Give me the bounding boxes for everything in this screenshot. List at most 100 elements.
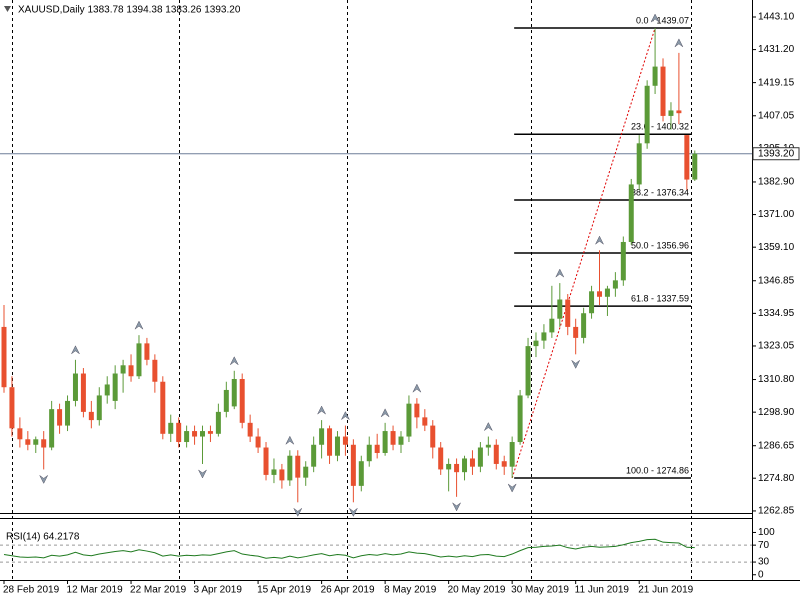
x-tick-label: 22 Mar 2019 [130, 585, 187, 596]
candle-body [104, 384, 110, 396]
candle-body [636, 143, 642, 185]
candle-body [239, 378, 245, 423]
fractal-down [198, 469, 207, 479]
fib-level-label: 61.8 - 1337.59 [631, 294, 689, 304]
candle-body [223, 389, 229, 412]
candle-body [676, 110, 682, 114]
candle-body [334, 436, 340, 456]
fractal-up [230, 356, 239, 365]
fib-level-label: 50.0 - 1356.96 [631, 240, 689, 250]
x-tick-label: 8 May 2019 [384, 585, 437, 596]
candle-body [517, 395, 523, 443]
y-tick-label: 1274.80 [758, 473, 795, 484]
candle-body [255, 436, 261, 448]
candle-body [692, 153, 698, 180]
fib-level-label: 38.2 - 1376.34 [631, 187, 689, 197]
candle-body [620, 241, 626, 281]
y-tick-label: 1334.95 [758, 308, 795, 319]
candle-body [366, 444, 372, 462]
candle-body [485, 444, 491, 448]
fractal-down [571, 360, 580, 369]
candle-body [390, 431, 396, 445]
candle-body [80, 373, 86, 412]
candle-body [573, 326, 579, 338]
fractal-up [555, 268, 565, 278]
fractal-down [293, 508, 303, 517]
candle-body [57, 409, 63, 426]
y-tick-label: 0 [758, 569, 764, 580]
candle-body [200, 431, 205, 437]
candle-body [644, 85, 650, 144]
candle-body [247, 422, 253, 437]
candle-body [597, 291, 602, 297]
x-tick-label: 20 May 2019 [448, 585, 506, 596]
candle-body [25, 439, 31, 445]
y-tick-label: 1359.10 [758, 242, 795, 253]
x-tick-label: 28 Feb 2019 [3, 585, 60, 596]
fractal-down [39, 475, 48, 484]
fractal-down [452, 502, 461, 512]
fib-level-label: 100.0 - 1274.86 [626, 465, 689, 475]
candle-body [287, 455, 293, 481]
y-tick-label: 1262.85 [758, 506, 795, 517]
period-separators [12, 0, 692, 580]
candle-body [398, 436, 404, 445]
candle-body [668, 110, 674, 116]
candle-body [136, 343, 142, 377]
fractal-up [341, 411, 350, 420]
x-tick-label: 11 Jun 2019 [575, 585, 630, 596]
candle-body [406, 403, 412, 437]
candle-body [112, 373, 118, 401]
candle-body [327, 428, 333, 456]
x-tick-label: 21 Jun 2019 [638, 585, 693, 596]
candle-body [128, 365, 134, 377]
candle-body [628, 184, 634, 242]
candle-body [604, 288, 610, 297]
frame [0, 0, 800, 581]
candle-body [144, 343, 150, 360]
candle-body [509, 442, 515, 467]
candle-body [192, 431, 198, 437]
candle-body [120, 365, 126, 374]
candle-body [41, 439, 47, 448]
y-tick-label: 1407.05 [758, 110, 795, 121]
candle-body [231, 378, 237, 407]
candle-body [303, 466, 309, 478]
candle-body [422, 417, 428, 426]
y-tick-label: 30 [758, 557, 770, 568]
candle-body [469, 458, 475, 467]
fractal-up [595, 235, 604, 245]
candle-body [374, 444, 380, 453]
current-price-label: 1393.20 [758, 148, 795, 159]
candle-body [168, 422, 174, 434]
candle-body [350, 444, 356, 486]
candle-body [263, 447, 269, 475]
candle-body [176, 422, 182, 443]
candle-body [501, 461, 507, 467]
candle-body [33, 439, 39, 445]
fib-level-label: 0.0 - 1439.07 [636, 15, 689, 25]
candle-body [565, 299, 571, 327]
indicator-title: RSI(14) 64.2178 [6, 532, 80, 543]
candle-body [342, 436, 348, 445]
candle-body [533, 340, 539, 347]
y-tick-label: 1346.85 [758, 275, 795, 286]
candle-body [17, 428, 23, 440]
chart-legend: XAUUSD,Daily 1383.78 1394.38 1383.26 139… [18, 5, 241, 16]
fractal-down [507, 483, 517, 493]
candle-body [295, 455, 301, 478]
candle-body [215, 411, 221, 434]
rsi-line [3, 538, 695, 559]
candle-body [652, 66, 658, 86]
candle-body [358, 461, 364, 486]
candle-body [612, 280, 618, 289]
candle-body [96, 395, 102, 421]
candle-body [271, 469, 277, 475]
current-price-box [752, 147, 800, 161]
y-tick-label: 1443.10 [758, 12, 795, 23]
fractal-up [317, 405, 326, 415]
candle-body [72, 373, 78, 401]
y-tick-label: 1310.80 [758, 374, 795, 385]
candle-body [462, 458, 468, 473]
